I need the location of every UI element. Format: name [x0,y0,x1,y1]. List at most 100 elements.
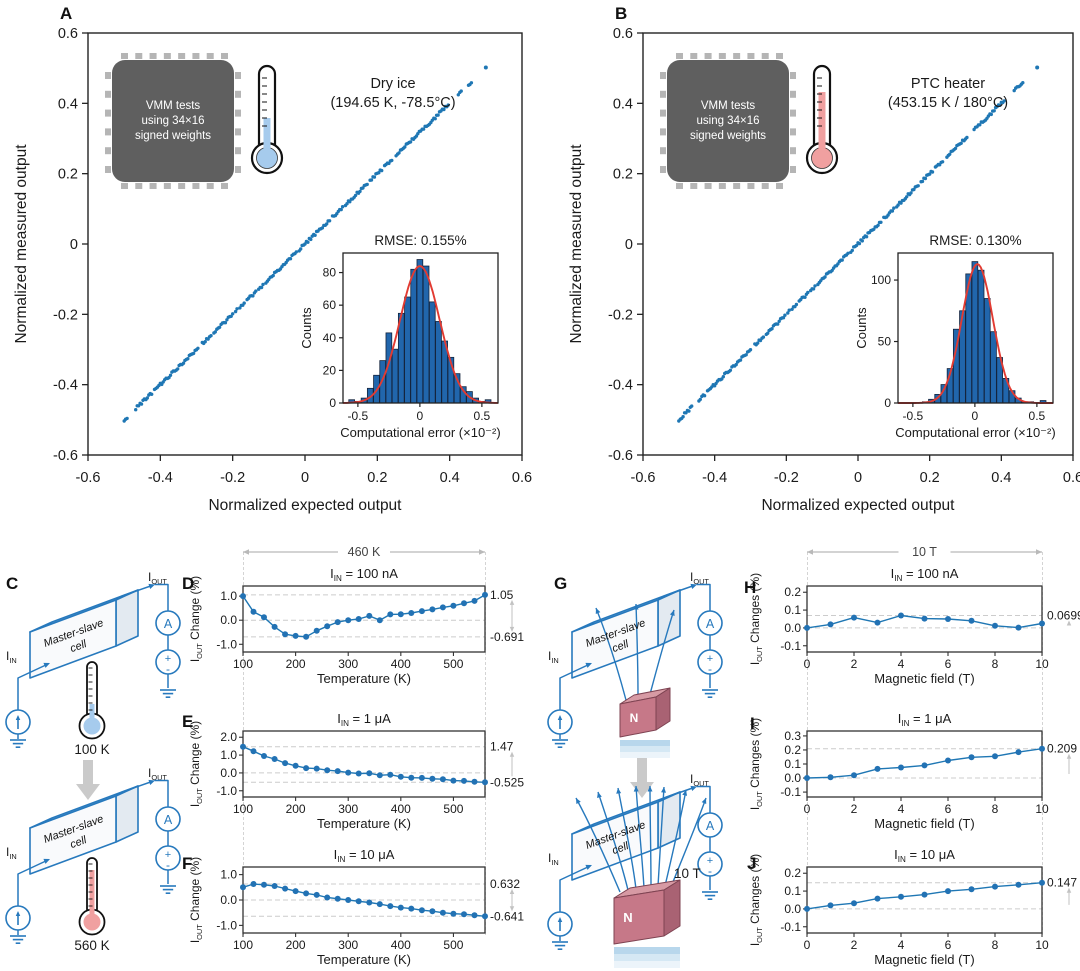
svg-text:0.0699: 0.0699 [1047,608,1080,622]
panel-c-circuit-diagram: Master-slave cell IIN IOUT A + -100 K Master-sl… [2,562,190,971]
svg-text:1.05: 1.05 [490,588,514,602]
svg-text:100 K: 100 K [74,742,109,757]
ammeter-icon: A [155,806,181,832]
svg-text:0.2: 0.2 [784,585,801,599]
svg-text:50: 50 [878,335,892,349]
svg-text:using 34×16: using 34×16 [142,115,205,127]
panel-letter-g: G [554,574,568,593]
svg-text:0: 0 [417,409,424,423]
svg-text:0.2: 0.2 [367,470,387,486]
svg-text:cell: cell [611,840,631,857]
error-histogram-inset: 0 20 40 60 80 -0.5 0 0.5 RMSE: 0.155% Counts Compu… [299,233,501,440]
svg-text:1.0: 1.0 [220,748,237,762]
svg-text:0.0: 0.0 [220,766,237,780]
svg-text:40: 40 [323,331,337,345]
svg-text:0: 0 [625,237,633,253]
panel-letter-j: J [747,854,757,873]
svg-text:300: 300 [338,802,358,816]
svg-text:Temperature (K): Temperature (K) [317,671,411,686]
svg-text:IOUT Change (%): IOUT Change (%) [188,857,204,943]
svg-text:100: 100 [233,802,253,816]
voltage-source-icon: +- [155,649,181,676]
svg-text:IIN: IIN [548,851,559,867]
svg-text:Computational error (×10⁻²): Computational error (×10⁻²) [895,425,1055,440]
svg-text:IOUT: IOUT [148,570,167,586]
svg-text:400: 400 [391,802,411,816]
svg-text:IOUT: IOUT [690,772,709,788]
panel-g-circuit-diagram: Master-slave cell IIN IOUT A + - N Master-slave c… [540,562,745,971]
svg-text:IOUT: IOUT [148,766,167,782]
svg-text:cell: cell [69,834,89,851]
panel-letter-d: D [182,574,195,593]
svg-text:-0.4: -0.4 [148,470,173,486]
svg-text:-0.6: -0.6 [76,470,101,486]
svg-text:Normalized measured output: Normalized measured output [13,144,30,344]
svg-text:200: 200 [286,938,306,952]
svg-text:Dry ice: Dry ice [370,76,415,92]
svg-text:VMM tests: VMM tests [701,100,756,112]
svg-text:0.1: 0.1 [784,757,801,771]
svg-text:-: - [166,858,170,872]
svg-text:0: 0 [854,470,862,486]
svg-text:-0.1: -0.1 [780,639,801,653]
svg-text:Normalized measured output: Normalized measured output [568,144,585,344]
magnet-icon: N [619,687,671,758]
svg-text:A: A [706,617,715,631]
svg-text:-: - [708,662,712,676]
span-arrow-460k: 460 K [185,544,540,560]
gaussian-fit-curve [343,265,498,404]
svg-text:200: 200 [286,802,306,816]
data-series [804,612,1045,631]
scatter-plot-A: -0.6 -0.4 -0.2 0 0.2 0.4 0.6 0.6 0.4 0.2 0 -0.2 -0.4… [13,26,532,514]
panel-g-svg: Master-slavecellIINIOUTA+-NMaster-slavec… [547,570,723,968]
data-series [804,879,1045,912]
chip-icon: VMM tests using 34×16 signed weights [660,53,796,189]
panel-letter-f: F [182,854,193,873]
svg-text:IOUT Changes (%): IOUT Changes (%) [748,854,764,946]
svg-text:IOUT Changes (%): IOUT Changes (%) [748,573,764,665]
span-arrow-10t: 10 T [745,544,1080,560]
svg-text:100: 100 [233,938,253,952]
svg-text:0.2: 0.2 [920,470,940,486]
thermometer-icon [250,64,284,175]
svg-text:N: N [623,910,632,925]
svg-text:0.6: 0.6 [613,26,633,42]
svg-text:1.0: 1.0 [220,868,237,882]
svg-text:10: 10 [1035,938,1049,952]
svg-text:(453.15 K / 180°C): (453.15 K / 180°C) [888,95,1008,111]
svg-text:RMSE: 0.130%: RMSE: 0.130% [929,233,1021,248]
magnet-icon: N [613,879,681,968]
svg-text:Computational error (×10⁻²): Computational error (×10⁻²) [340,425,500,440]
svg-text:1.47: 1.47 [490,740,514,754]
svg-text:signed weights: signed weights [690,130,766,142]
data-series [240,743,488,786]
svg-text:Counts: Counts [299,307,314,349]
svg-text:-0.641: -0.641 [490,909,524,923]
svg-text:0.4: 0.4 [440,470,460,486]
svg-text:-0.5: -0.5 [348,409,369,423]
svg-text:0.0: 0.0 [220,893,237,907]
svg-text:IIN = 100 nA: IIN = 100 nA [891,566,959,583]
svg-text:-0.691: -0.691 [490,630,524,644]
svg-text:6: 6 [945,657,952,671]
panel-d-line-chart: 100 200 300 400 500 1.0 0.0 -1.0 IIN = 100 nA IOU… [185,550,540,690]
thermometer-icon [78,661,106,740]
current-source-icon [5,709,31,735]
svg-text:0: 0 [70,237,78,253]
svg-text:-0.6: -0.6 [631,470,656,486]
svg-text:10: 10 [1035,657,1049,671]
svg-text:0.4: 0.4 [991,470,1011,486]
svg-text:IIN: IIN [548,649,559,665]
svg-text:2: 2 [851,657,858,671]
svg-text:Counts: Counts [854,307,869,349]
svg-text:0.0: 0.0 [784,621,801,635]
svg-text:-0.2: -0.2 [608,307,633,323]
svg-text:10 T: 10 T [912,545,937,559]
svg-text:IIN = 1 μA: IIN = 1 μA [337,711,391,728]
svg-text:6: 6 [945,938,952,952]
svg-text:0.632: 0.632 [490,877,520,891]
svg-text:400: 400 [391,938,411,952]
svg-text:IIN: IIN [6,649,17,665]
svg-text:6: 6 [945,802,952,816]
